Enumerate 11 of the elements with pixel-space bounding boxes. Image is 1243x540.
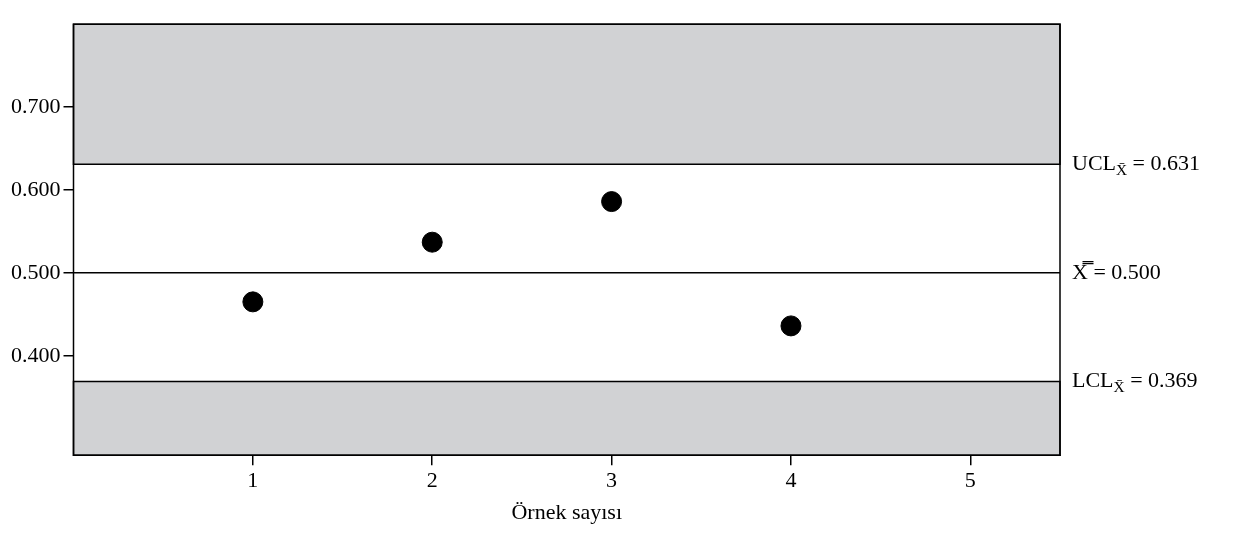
y-tick-label: 0.400 [11, 341, 61, 367]
x-tick-label: 1 [247, 467, 259, 493]
y-tick-label: 0.700 [11, 92, 61, 118]
x-tick-label: 2 [426, 467, 438, 493]
x-tick-label: 5 [964, 467, 976, 493]
ref-line-label: X̿ = 0.500 [1072, 258, 1161, 284]
x-tick-label: 3 [606, 467, 618, 493]
y-tick-label: 0.500 [11, 258, 61, 284]
y-tick-label: 0.600 [11, 175, 61, 201]
x-axis-title: Örnek sayısı [511, 498, 623, 524]
x-tick-label: 4 [785, 467, 797, 493]
